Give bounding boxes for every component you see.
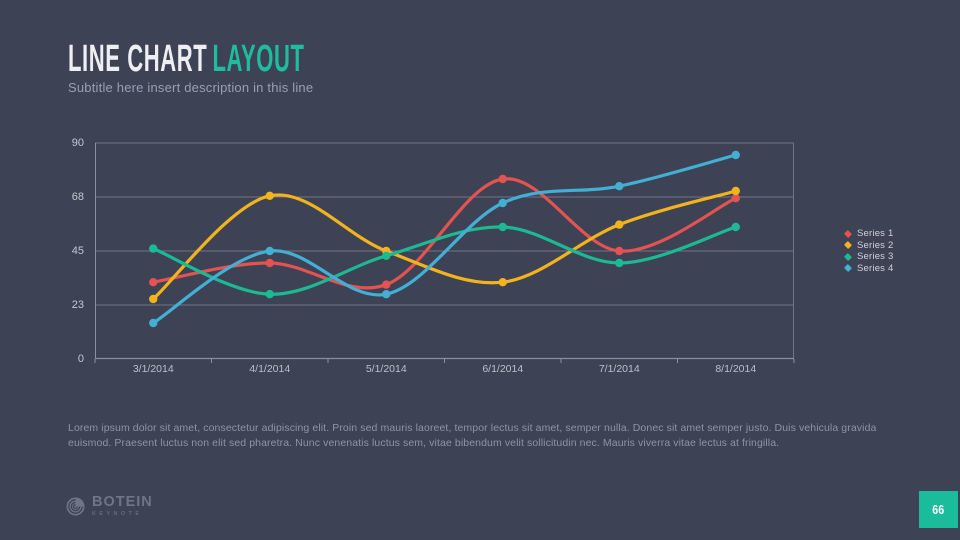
series-point-2	[731, 186, 740, 196]
series-point-4	[265, 246, 274, 256]
series-point-3	[615, 258, 624, 268]
series-line-3	[151, 225, 738, 296]
legend-label: Series 3	[857, 251, 894, 263]
brand-logo: BOTEIN KEYNOTE	[66, 494, 153, 517]
series-point-1	[731, 194, 740, 203]
brand-name: BOTEIN	[92, 494, 153, 510]
series-point-1	[615, 246, 624, 256]
series-point-3	[731, 222, 740, 232]
x-axis-label: 6/1/2014	[482, 363, 524, 375]
brand-text: BOTEIN KEYNOTE	[92, 494, 153, 517]
legend-label: Series 1	[857, 228, 894, 240]
page-number: 66	[932, 502, 945, 517]
y-axis-label: 68	[71, 190, 84, 203]
x-axis-label: 4/1/2014	[249, 363, 291, 375]
series-point-2	[149, 294, 158, 304]
series-point-4	[615, 182, 624, 191]
y-axis-label: 23	[71, 298, 84, 311]
title-accent: LAYOUT	[212, 38, 305, 80]
legend-label: Series 4	[857, 262, 894, 274]
legend-item: Series 2	[843, 239, 894, 252]
series-line-2	[151, 189, 738, 301]
series-point-1	[498, 174, 507, 184]
x-axis-label: 3/1/2014	[132, 363, 174, 375]
page-number-box: 66	[919, 491, 958, 528]
body-text: Lorem ipsum dolor sit amet, consectetur …	[68, 422, 877, 449]
legend-marker-diamond-icon	[843, 264, 853, 273]
series-point-2	[615, 220, 624, 229]
legend-label: Series 2	[857, 239, 894, 251]
y-axis-label: 45	[71, 244, 84, 257]
series-point-3	[265, 290, 274, 299]
series-point-2	[265, 191, 274, 200]
series-point-1	[265, 258, 274, 268]
series-point-4	[731, 150, 740, 160]
series-point-3	[382, 251, 391, 260]
series-point-1	[382, 280, 391, 289]
series-point-4	[498, 198, 507, 208]
legend-marker-diamond-icon	[843, 252, 853, 261]
series-point-4	[149, 318, 158, 328]
x-axis-label: 8/1/2014	[715, 363, 757, 375]
botein-swirl-logo-icon	[66, 497, 85, 516]
y-axis-label: 0	[77, 352, 84, 365]
series-point-4	[382, 290, 391, 299]
legend-item: Series 1	[843, 228, 894, 240]
x-axis-label: 7/1/2014	[598, 363, 640, 375]
legend-marker-diamond-icon	[843, 241, 853, 250]
title-primary: LINE CHART	[68, 38, 208, 80]
page-title: LINE CHART LAYOUT	[68, 38, 305, 81]
x-axis-label: 5/1/2014	[365, 363, 407, 375]
series-point-2	[498, 278, 507, 287]
page-subtitle: Subtitle here insert description in this…	[68, 80, 314, 95]
series-point-3	[498, 222, 507, 232]
series-line-1	[151, 177, 738, 290]
brand-tagline: KEYNOTE	[92, 511, 143, 517]
chart-plot-area	[94, 142, 795, 363]
series-line-4	[151, 153, 738, 325]
series-point-1	[149, 278, 158, 287]
legend-marker-diamond-icon	[843, 229, 853, 238]
chart-legend: Series 1 Series 2 Series 3 Series 4	[843, 228, 894, 275]
legend-item: Series 4	[843, 262, 894, 275]
y-axis-label: 90	[71, 136, 84, 149]
series-point-3	[149, 244, 158, 253]
legend-item: Series 3	[843, 251, 894, 263]
